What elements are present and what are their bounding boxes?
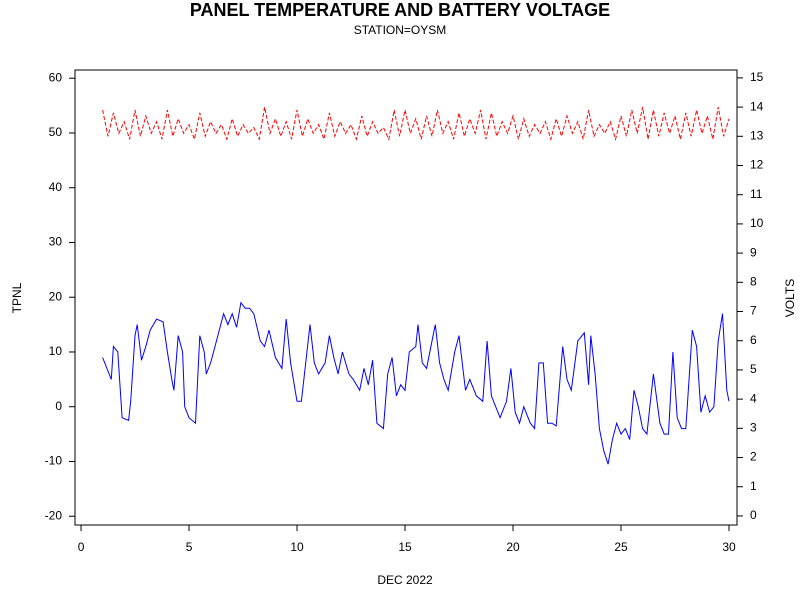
y2-tick-label: 7 [750, 304, 757, 318]
y-tick-label: 40 [49, 180, 63, 194]
x-tick-label: 30 [722, 540, 736, 554]
series-line [102, 106, 730, 142]
y2-tick-label: 15 [750, 70, 764, 84]
y-tick-label: 30 [49, 235, 63, 249]
x-tick-label: 5 [186, 540, 193, 554]
y-tick-label: 20 [49, 289, 63, 303]
y2-tick-label: 3 [750, 421, 757, 435]
x-tick-label: 15 [398, 540, 412, 554]
y2-tick-label: 11 [750, 187, 763, 201]
y2-axis-label: VOLTS [783, 279, 797, 317]
x-tick-label: 20 [506, 540, 520, 554]
plot-frame [74, 69, 738, 526]
y2-tick-label: 1 [750, 479, 757, 493]
y-tick-label: -10 [45, 454, 63, 468]
y2-tick-label: 13 [750, 128, 764, 142]
y-tick-label: 50 [49, 125, 63, 139]
y2-tick-label: 8 [750, 274, 757, 288]
x-tick-label: 0 [78, 540, 85, 554]
series-line [102, 301, 730, 465]
y-tick-label: -20 [45, 508, 63, 522]
y-axis-label: TPNL [10, 282, 24, 313]
y2-tick-label: 0 [750, 508, 757, 522]
y-tick-label: 60 [49, 70, 63, 84]
y2-tick-label: 12 [750, 158, 764, 172]
y2-tick-label: 2 [750, 450, 757, 464]
y2-tick-label: 4 [750, 391, 757, 405]
x-tick-label: 25 [614, 540, 628, 554]
y2-tick-label: 14 [750, 99, 764, 113]
y2-tick-label: 10 [750, 216, 764, 230]
y-tick-label: 10 [49, 344, 63, 358]
x-tick-label: 10 [290, 540, 304, 554]
x-axis-label: DEC 2022 [377, 573, 433, 587]
y2-tick-label: 9 [750, 245, 757, 259]
y2-tick-label: 5 [750, 362, 757, 376]
y-tick-label: 0 [55, 399, 62, 413]
chart-subtitle: STATION=OYSM [354, 23, 447, 37]
chart-title: PANEL TEMPERATURE AND BATTERY VOLTAGE [190, 0, 610, 20]
y2-tick-label: 6 [750, 333, 757, 347]
